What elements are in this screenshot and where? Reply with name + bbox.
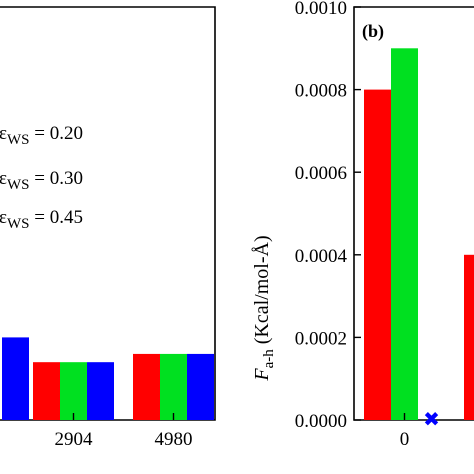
- legend-entry: εWS = 0.20: [0, 123, 83, 148]
- panel-b-label: (b): [362, 21, 384, 42]
- panel-b-x-ticks: 0: [400, 413, 410, 450]
- panel-b-y-tick-label: 0.0006: [295, 163, 347, 184]
- panel-b-bar: [364, 89, 391, 420]
- zero-value-marker: ✖: [423, 409, 440, 431]
- panel-a-bar: [87, 362, 114, 420]
- panel-b-y-tick-label: 0.0002: [295, 328, 347, 349]
- panel-b-bars: ✖: [364, 48, 474, 431]
- panel-a-x-tick-label: 2904: [55, 429, 94, 450]
- panel-a-bar: [187, 353, 214, 420]
- legend-entry: εWS = 0.30: [0, 168, 83, 193]
- panel-a-bar: [2, 337, 29, 420]
- legend-entry: εWS = 0.45: [0, 207, 83, 232]
- panel-b: (b) ✖ 0.00000.00020.00040.00060.00080.00…: [251, 0, 474, 450]
- panel-a-bars: [2, 337, 214, 420]
- panel-b-bar: [391, 48, 418, 421]
- panel-a: 2904 4980 εWS = 0.20 εWS = 0.30 εWS = 0.45: [0, 6, 216, 450]
- panel-b-y-ticks: 0.0000 0.0002 0.0004 0.0006 0.0008 0.0010: [295, 0, 361, 432]
- panel-a-bar: [33, 362, 60, 420]
- panel-a-x-ticks: 2904 4980: [55, 413, 193, 450]
- legend: εWS = 0.20 εWS = 0.30 εWS = 0.45: [0, 123, 83, 232]
- panel-b-y-tick-label: 0.0008: [295, 81, 347, 102]
- panel-b-y-tick-label: 0.0004: [295, 246, 348, 267]
- panel-a-x-tick-label: 4980: [155, 429, 193, 450]
- panel-a-bar: [133, 353, 160, 420]
- panel-a-bar: [60, 362, 87, 420]
- panel-b-y-tick-label: 0.0000: [295, 411, 347, 432]
- panel-b-y-axis-label: Fa-h (Kcal/mol-Å): [251, 235, 277, 381]
- panel-b-y-tick-label: 0.0010: [295, 0, 347, 19]
- panel-b-bar: [464, 254, 474, 420]
- panel-b-x-tick-label: 0: [400, 429, 410, 450]
- panel-a-bar: [160, 353, 187, 420]
